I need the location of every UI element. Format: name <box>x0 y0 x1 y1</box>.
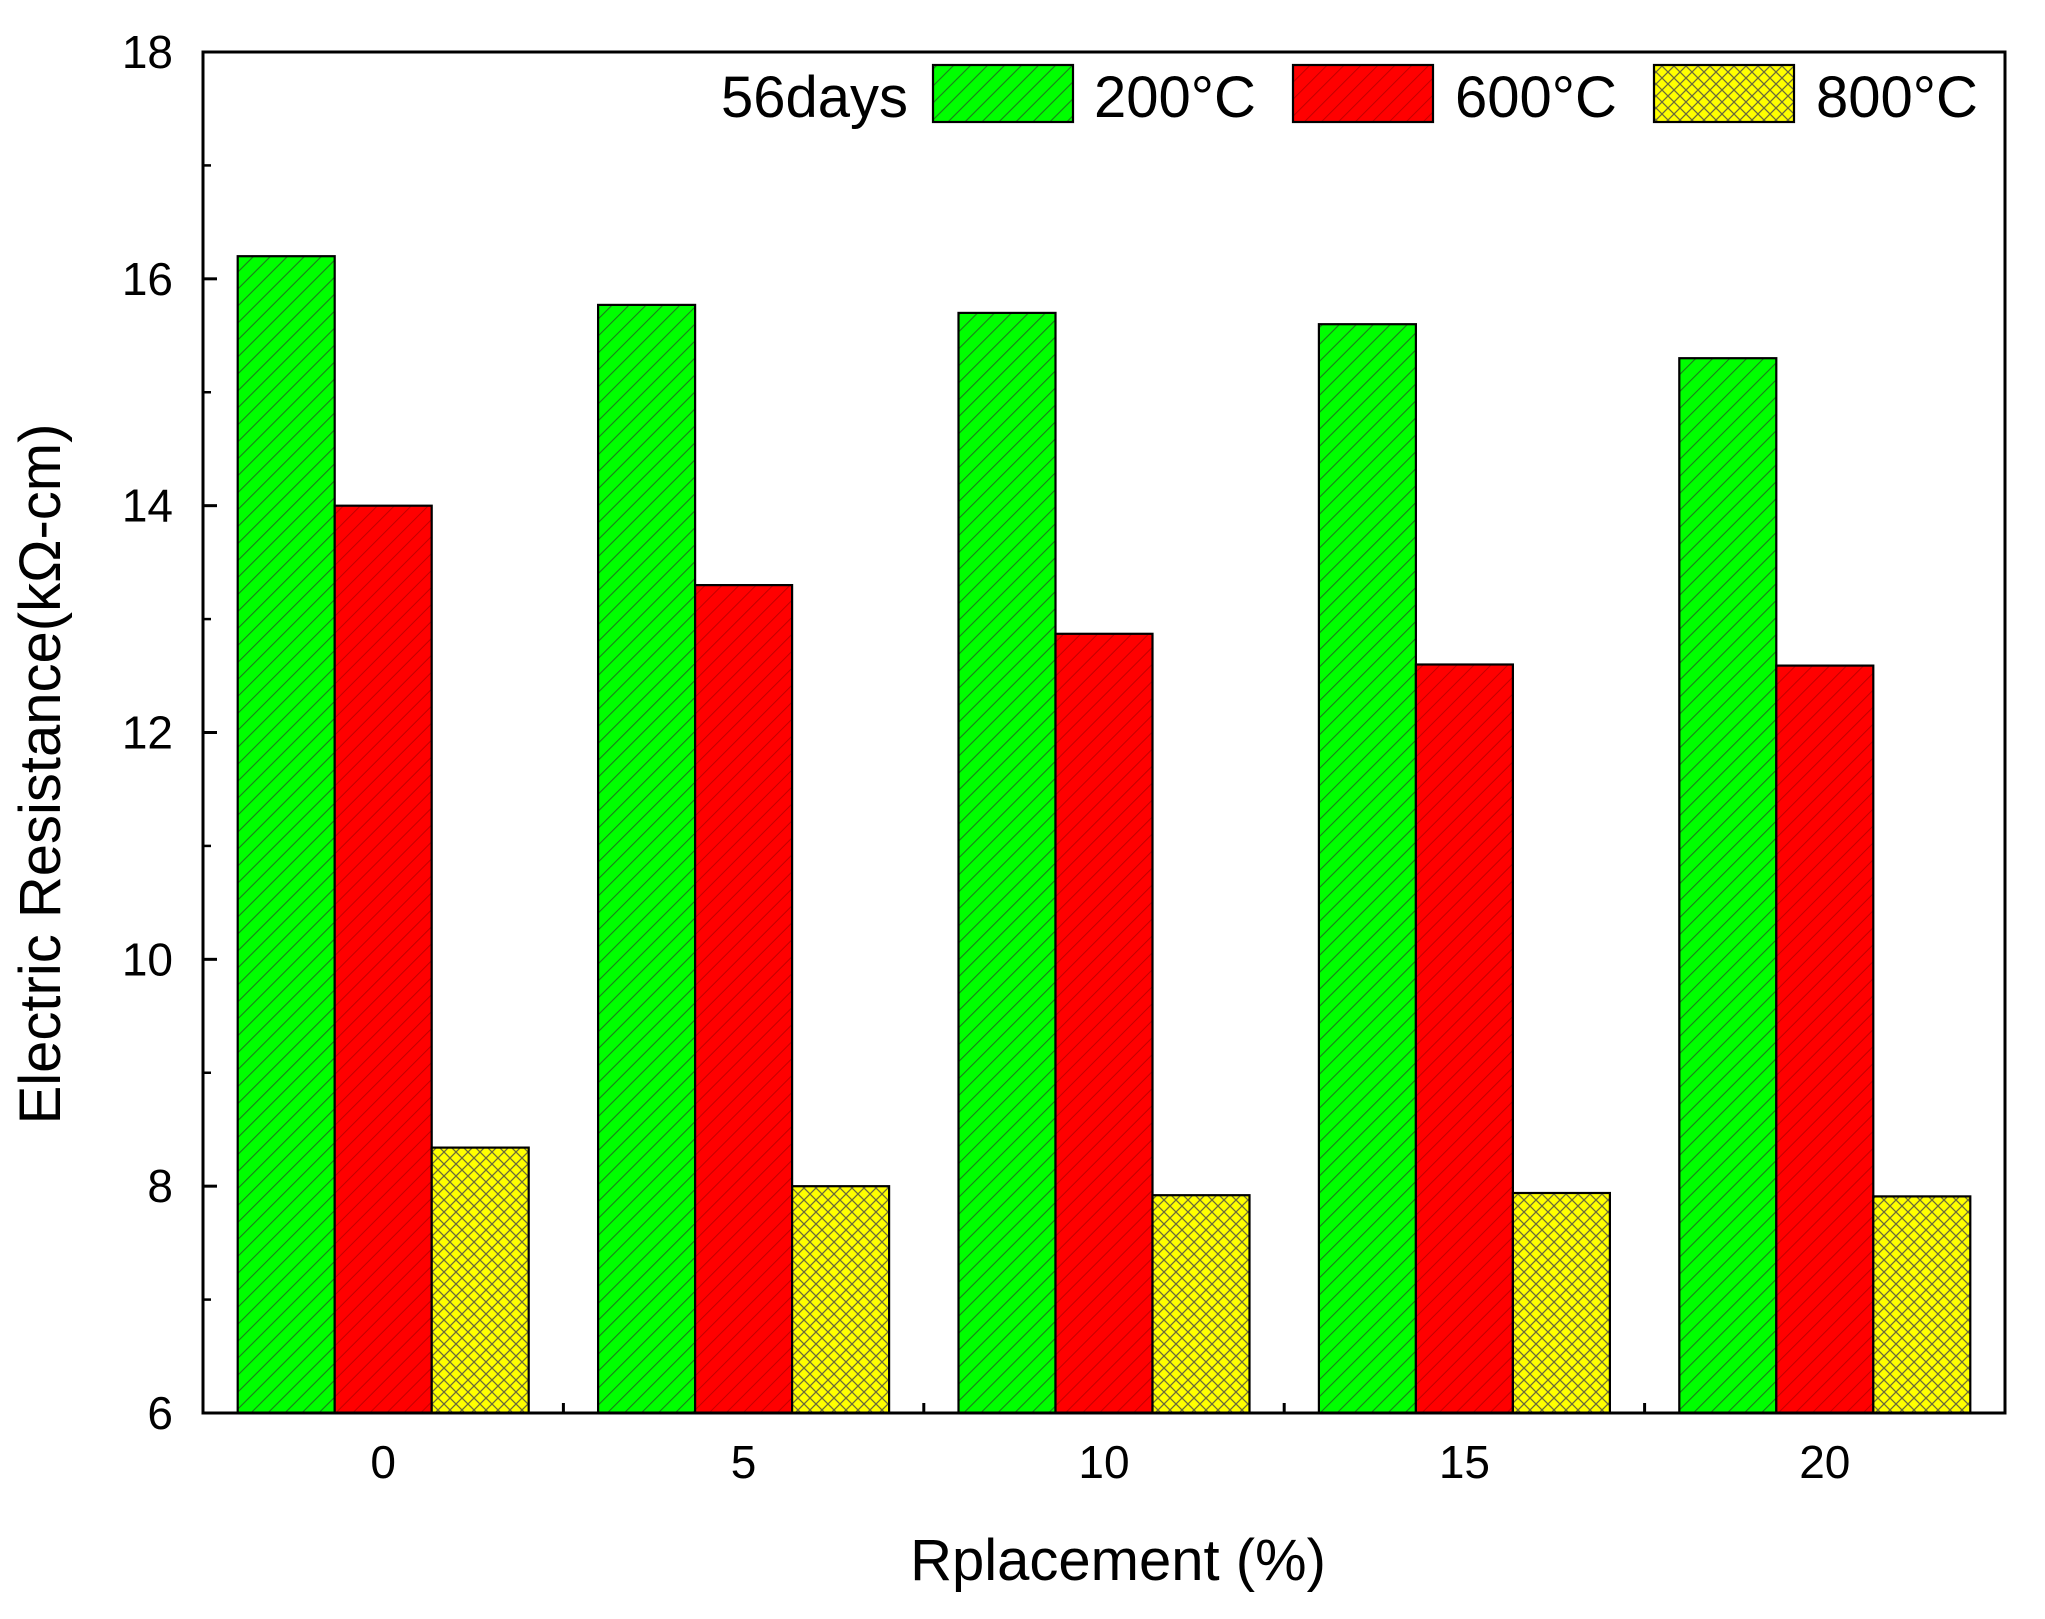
x-tick-label: 20 <box>1799 1436 1850 1488</box>
legend-swatch-800C <box>1652 63 1796 124</box>
legend-swatch-600C <box>1291 63 1435 124</box>
bar-600C-15 <box>1414 663 1515 1415</box>
bar-800C-20 <box>1872 1195 1972 1415</box>
y-tick-label: 14 <box>122 480 173 532</box>
bar-600C-0 <box>333 504 433 1415</box>
x-tick-label: 0 <box>370 1436 396 1488</box>
x-axis-title: Rplacement (%) <box>910 1528 1326 1593</box>
y-tick-label: 8 <box>147 1160 173 1212</box>
bar-200C-5 <box>596 303 697 1415</box>
bar-600C-5 <box>693 583 794 1415</box>
x-tick-labels: 0 5 10 15 20 <box>370 1436 1850 1488</box>
bar-800C-10 <box>1151 1194 1251 1415</box>
axes-layer <box>201 50 2007 1415</box>
y-tick-label: 12 <box>122 707 173 759</box>
legend-label-600C: 600°C <box>1455 65 1617 130</box>
bar-800C-5 <box>790 1185 891 1415</box>
bar-200C-0 <box>236 255 336 1415</box>
bar-600C-10 <box>1054 632 1154 1415</box>
legend-label-800C: 800°C <box>1816 65 1978 130</box>
bar-800C-15 <box>1511 1191 1612 1415</box>
bars-layer <box>236 255 1972 1415</box>
y-axis-title: Electric Resistance(kΩ-cm) <box>8 424 73 1125</box>
x-tick-label: 10 <box>1078 1436 1129 1488</box>
bar-200C-10 <box>957 311 1057 1415</box>
legend: 56days 200°C 600°C 800°C <box>721 63 1978 130</box>
legend-label-200C: 200°C <box>1094 65 1256 130</box>
legend-title: 56days <box>721 65 908 130</box>
legend-swatch-200C <box>931 63 1075 124</box>
x-tick-label: 5 <box>731 1436 757 1488</box>
y-tick-label: 10 <box>122 933 173 985</box>
y-tick-labels: 6 8 10 12 14 16 18 <box>122 26 173 1439</box>
y-tick-label: 18 <box>122 26 173 78</box>
x-tick-label: 15 <box>1439 1436 1490 1488</box>
bar-600C-20 <box>1775 664 1875 1415</box>
y-tick-label: 6 <box>147 1387 173 1439</box>
bar-200C-20 <box>1678 357 1778 1415</box>
y-tick-label: 16 <box>122 253 173 305</box>
bar-200C-15 <box>1317 323 1418 1415</box>
bar-800C-0 <box>430 1146 530 1415</box>
